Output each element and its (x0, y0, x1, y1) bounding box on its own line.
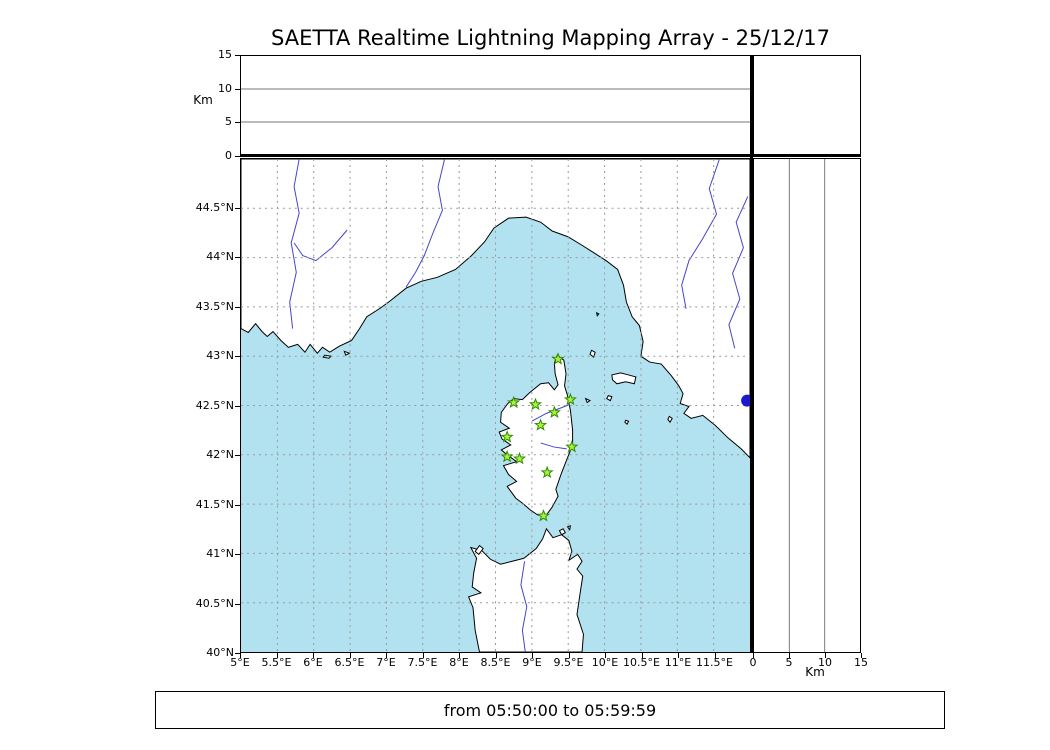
station-marker (500, 430, 514, 443)
tick-mark (235, 257, 240, 258)
altitude-tick-label: 15 (218, 48, 232, 61)
km-tick-label: 10 (818, 656, 832, 669)
event-marker (741, 394, 750, 407)
tick-mark (532, 653, 533, 658)
lat-tick-label: 42°N (206, 448, 234, 461)
lat-tick-label: 41°N (206, 547, 234, 560)
lon-tick-label: 5°E (230, 656, 250, 669)
tick-mark (861, 653, 862, 658)
station-marker (533, 418, 548, 431)
station-marker (547, 405, 562, 419)
km-axis-label-right: Km (805, 665, 825, 679)
tick-mark (496, 653, 497, 658)
station-marker (551, 352, 565, 365)
station-marker (563, 392, 577, 406)
lat-tick-label: 43°N (206, 349, 234, 362)
lat-tick-label: 40.5°N (195, 596, 234, 610)
lon-tick-label: 9.5°E (553, 656, 584, 669)
lat-tick-label: 43.5°N (195, 299, 234, 313)
station-marker (512, 451, 527, 465)
station-marker (540, 465, 554, 479)
tick-mark (235, 455, 240, 456)
altitude-tick-label: 5 (225, 115, 232, 129)
station-marker (565, 440, 579, 453)
lon-tick-label: 5.5°E (261, 656, 292, 669)
tick-mark (789, 653, 790, 658)
lon-tick-label: 11.5°E (696, 656, 733, 669)
lon-tick-label: 7.5°E (407, 656, 438, 669)
tick-mark (235, 156, 240, 157)
figure-title: SAETTA Realtime Lightning Mapping Array … (271, 26, 830, 50)
corner-panel (753, 55, 861, 156)
tick-mark (277, 653, 278, 658)
km-tick-label: 5 (785, 656, 793, 669)
map-panel (240, 158, 751, 653)
tick-mark (569, 653, 570, 658)
tick-mark (235, 208, 240, 209)
tick-mark (235, 356, 240, 357)
lat-tick-label: 44.5°N (195, 200, 234, 214)
tick-mark (423, 653, 424, 658)
tick-mark (240, 653, 241, 658)
km-axis-label-left: Km (193, 93, 213, 107)
tick-mark (235, 122, 240, 123)
lon-tick-label: 9°E (522, 656, 542, 669)
map-plot (241, 159, 750, 652)
altitude-tick-label: 10 (218, 81, 232, 95)
tick-mark (715, 653, 716, 658)
altitude-vs-longitude-panel (240, 55, 751, 156)
lat-tick-label: 40°N (206, 646, 234, 659)
lon-tick-label: 10.5°E (623, 656, 660, 669)
lon-tick-label: 7°E (376, 656, 396, 669)
altitude-vs-latitude-panel (753, 158, 861, 653)
tick-mark (235, 307, 240, 308)
lat-tick-label: 41.5°N (195, 497, 234, 511)
km-tick-label: 15 (854, 656, 868, 669)
lon-tick-label: 8.5°E (480, 656, 511, 669)
tick-mark (235, 55, 240, 56)
tick-mark (678, 653, 679, 658)
tick-mark (235, 505, 240, 506)
tick-mark (313, 653, 314, 658)
tick-mark (350, 653, 351, 658)
time-range-text: from 05:50:00 to 05:59:59 (443, 700, 657, 720)
tick-mark (235, 406, 240, 407)
tick-mark (825, 653, 826, 658)
tick-mark (605, 653, 606, 658)
tick-mark (235, 604, 240, 605)
tick-mark (235, 89, 240, 90)
altitude-longitude-plot (241, 88, 750, 123)
lon-tick-label: 11°E (664, 656, 692, 669)
station-marker (528, 397, 543, 411)
altitude-latitude-plot (788, 159, 826, 652)
tick-mark (235, 554, 240, 555)
panel-divider-horizontal (240, 154, 861, 157)
tick-mark (386, 653, 387, 658)
lon-tick-label: 8°E (449, 656, 469, 669)
km-tick-label: 0 (749, 656, 757, 669)
tick-mark (235, 653, 240, 654)
tick-mark (642, 653, 643, 658)
tick-mark (753, 653, 754, 658)
station-marker (536, 509, 551, 522)
altitude-tick-label: 0 (225, 149, 232, 162)
panel-divider-vertical (750, 55, 753, 653)
station-marker (500, 449, 514, 463)
lon-tick-label: 10°E (591, 656, 619, 669)
lon-tick-label: 6.5°E (334, 656, 365, 669)
lat-tick-label: 42.5°N (195, 398, 234, 412)
time-range-box: from 05:50:00 to 05:59:59 (155, 691, 945, 729)
lat-tick-label: 44°N (206, 250, 234, 263)
tick-mark (459, 653, 460, 658)
station-marker (507, 395, 521, 409)
lon-tick-label: 6°E (303, 656, 323, 669)
